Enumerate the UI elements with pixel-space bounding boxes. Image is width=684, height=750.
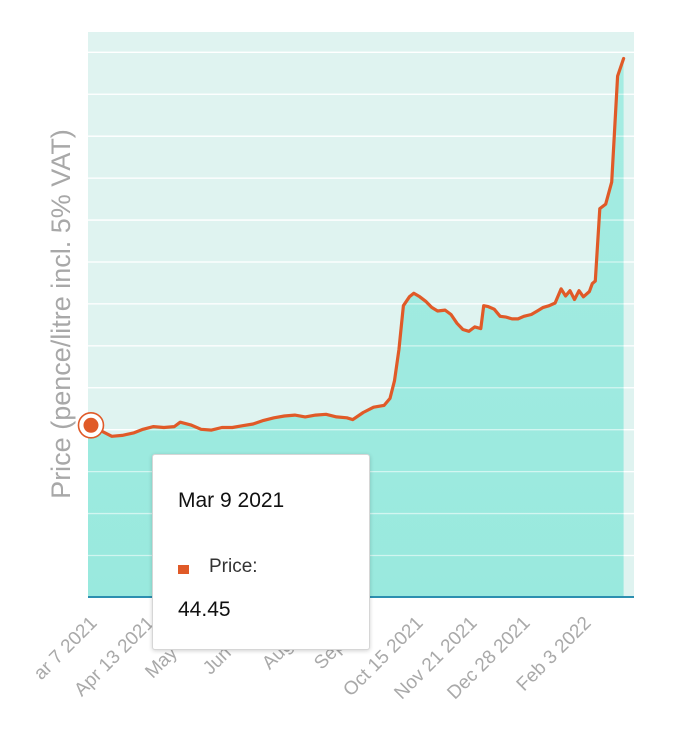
tooltip: Mar 9 2021 Price: 44.45 — [152, 454, 370, 650]
price-line — [89, 56, 626, 438]
tooltip-series-swatch — [178, 565, 189, 574]
tooltip-value: 44.45 — [178, 598, 231, 621]
tooltip-series-label: Price: — [209, 556, 258, 577]
y-axis-label: Price (pence/litre incl. 5% VAT) — [46, 129, 76, 499]
hover-point[interactable] — [83, 417, 99, 433]
tooltip-date: Mar 9 2021 — [178, 489, 285, 512]
